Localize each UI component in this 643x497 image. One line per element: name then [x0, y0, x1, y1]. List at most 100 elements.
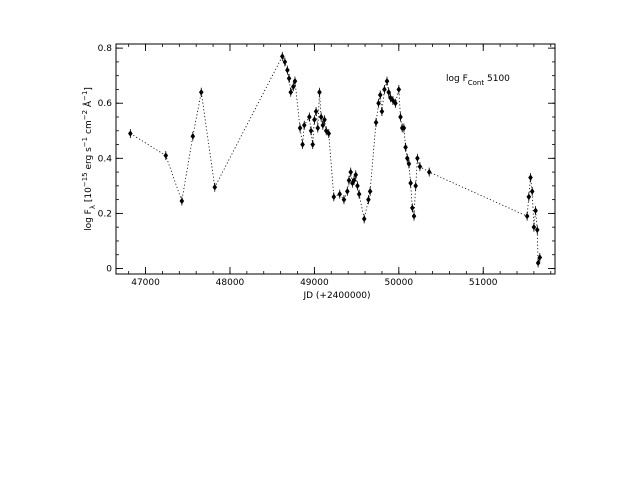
- annotation-sub: Cont: [468, 79, 485, 87]
- x-tick-label: 50000: [384, 278, 413, 288]
- data-point: [529, 186, 535, 196]
- point-marker: [377, 91, 383, 99]
- point-marker: [297, 124, 303, 132]
- data-point: [301, 120, 307, 130]
- y-axis-label: log Fλ [10−15 erg s−1 cm−2 Å−1]: [81, 87, 97, 231]
- point-marker: [356, 190, 362, 198]
- data-point: [286, 73, 292, 83]
- data-point: [310, 140, 316, 150]
- point-marker: [426, 168, 432, 176]
- data-point: [198, 87, 204, 97]
- data-points-layer: [128, 51, 543, 268]
- data-point: [426, 167, 432, 177]
- point-marker: [398, 113, 403, 121]
- point-marker: [534, 226, 540, 234]
- point-marker: [401, 124, 407, 132]
- y-axis-label-sup4: −1: [81, 91, 89, 101]
- point-marker: [301, 122, 307, 129]
- point-marker: [361, 215, 367, 223]
- data-point: [386, 87, 391, 97]
- point-marker: [396, 86, 402, 93]
- point-marker: [312, 116, 317, 123]
- data-point: [348, 167, 353, 177]
- point-marker: [337, 190, 343, 198]
- data-point: [313, 106, 319, 116]
- point-marker: [292, 77, 298, 85]
- data-point: [535, 258, 541, 268]
- data-point: [300, 140, 305, 150]
- data-point: [212, 182, 218, 192]
- point-marker: [415, 155, 420, 162]
- point-marker: [320, 122, 326, 129]
- data-point: [128, 129, 133, 139]
- data-point: [404, 153, 410, 163]
- point-marker: [163, 152, 169, 159]
- x-axis-label: JD (+2400000): [302, 291, 370, 301]
- point-marker: [526, 193, 532, 201]
- data-point: [282, 57, 288, 67]
- continuum-annotation: log FCont 5100: [446, 74, 510, 87]
- data-point: [382, 84, 387, 94]
- point-marker: [355, 182, 360, 190]
- connecting-line: [130, 55, 541, 264]
- point-marker: [379, 108, 385, 115]
- x-tick-label: 47000: [131, 278, 160, 288]
- y-axis-label-sup1: −15: [81, 172, 89, 187]
- data-point: [353, 170, 359, 180]
- data-point: [179, 196, 185, 206]
- data-point: [410, 203, 415, 213]
- point-marker: [528, 174, 533, 181]
- point-marker: [535, 259, 541, 267]
- data-point: [528, 173, 533, 183]
- data-point: [390, 95, 396, 105]
- point-marker: [318, 113, 324, 121]
- point-marker: [367, 188, 373, 195]
- point-marker: [285, 66, 290, 74]
- data-point: [367, 186, 373, 196]
- data-point: [376, 98, 381, 108]
- point-marker: [128, 130, 133, 137]
- point-marker: [286, 75, 292, 82]
- point-marker: [382, 86, 387, 93]
- point-marker: [404, 155, 410, 162]
- data-point: [331, 192, 337, 202]
- annotation-main: log F: [446, 74, 468, 84]
- point-marker: [282, 58, 288, 66]
- data-point: [533, 206, 538, 216]
- data-point: [524, 211, 530, 221]
- axes: 47000 48000 49000 50000 51000 0 0.2 0.4 0.6 0.8: [98, 43, 556, 288]
- y-tick-label: 0: [106, 264, 112, 274]
- point-marker: [531, 223, 537, 231]
- data-point: [322, 115, 327, 125]
- data-point: [403, 142, 408, 152]
- point-marker: [373, 119, 379, 126]
- y-tick-label: 0.2: [98, 209, 112, 219]
- data-point: [337, 189, 343, 199]
- data-point: [297, 123, 303, 133]
- data-point: [190, 131, 196, 141]
- point-marker: [345, 188, 350, 195]
- point-marker: [533, 207, 538, 214]
- annotation-rest: 5100: [484, 74, 510, 84]
- point-marker: [403, 144, 408, 151]
- data-point: [280, 51, 285, 61]
- point-marker: [308, 127, 314, 134]
- y-axis-label-rest1: [10: [84, 187, 94, 205]
- data-point: [406, 159, 412, 169]
- data-point: [417, 162, 423, 172]
- point-marker: [406, 160, 412, 168]
- y-axis-label-sub: λ: [89, 205, 97, 209]
- data-point: [318, 112, 324, 122]
- data-point: [312, 115, 317, 125]
- point-marker: [410, 204, 415, 212]
- point-marker: [198, 89, 204, 96]
- x-tick-label: 49000: [300, 278, 329, 288]
- y-axis-label-rest4: Å: [82, 100, 94, 110]
- y-axis-label-sup3: −2: [81, 110, 89, 120]
- point-marker: [386, 89, 391, 96]
- data-point: [377, 90, 383, 100]
- point-marker: [384, 77, 390, 85]
- point-marker: [411, 212, 417, 220]
- point-marker: [529, 188, 535, 195]
